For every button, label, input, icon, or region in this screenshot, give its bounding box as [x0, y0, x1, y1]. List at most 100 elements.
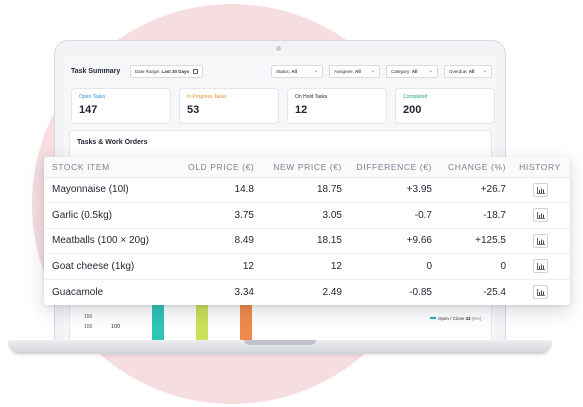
- stock-item-cell: Mayonnaise (10l): [44, 177, 184, 203]
- history-button[interactable]: [532, 233, 548, 248]
- history-cell: [510, 177, 570, 203]
- kpi-label: On Hold Tasks: [295, 94, 328, 100]
- filter-value: All: [411, 69, 418, 74]
- table-row: Garlic (0.5kg) 3.75 3.05 -0.7 -18.7: [44, 202, 570, 229]
- history-button[interactable]: [532, 208, 548, 223]
- stock-item-cell: Meatballs (100 × 20g): [44, 228, 184, 254]
- category-filter[interactable]: Category: All ⌄: [386, 65, 438, 78]
- change-cell: +26.7: [436, 177, 510, 203]
- chart-bar: [196, 300, 208, 344]
- chart-bar: [240, 303, 252, 344]
- date-range-value: Last 30 Days: [161, 69, 190, 74]
- history-cell: [510, 279, 570, 305]
- pie-legend: Open / Close 43 (9%): [430, 316, 481, 321]
- kpi-label: Open Tasks: [79, 94, 106, 100]
- dashboard-header: Task Summary Date Range: Last 30 Days St…: [64, 56, 496, 86]
- kpi-value: 53: [187, 104, 200, 116]
- kpi-in-progress-tasks[interactable]: In Progress Tasks 53: [179, 88, 279, 124]
- bar-chart-icon: [536, 263, 545, 271]
- table-row: Guacamole 3.34 2.49 -0.85 -25.4: [44, 279, 570, 305]
- chevron-down-icon: ⌄: [313, 68, 318, 74]
- history-cell: [510, 253, 570, 280]
- difference-cell: -0.7: [346, 202, 436, 229]
- legend-swatch: [430, 317, 436, 319]
- filter-value: All: [355, 69, 361, 74]
- table-row: Meatballs (100 × 20g) 8.49 18.15 +9.66 +…: [44, 228, 570, 254]
- old-price-cell: 14.8: [184, 177, 258, 203]
- section-title: Tasks & Work Orders: [77, 139, 148, 146]
- column-header-change[interactable]: CHANGE (%): [436, 157, 510, 178]
- bar-chart-icon: [536, 237, 545, 245]
- filter-label: Assignee:: [334, 69, 354, 74]
- new-price-cell: 18.75: [258, 177, 346, 203]
- status-filter[interactable]: Status: All ⌄: [271, 65, 323, 78]
- legend-value: 43: [465, 316, 471, 321]
- history-cell: [510, 228, 570, 254]
- filter-value: All: [291, 69, 298, 74]
- price-change-card: STOCK ITEM OLD PRICE (€) NEW PRICE (€) D…: [44, 157, 570, 305]
- difference-cell: -0.85: [409, 286, 432, 298]
- stock-item-cell: Goat cheese (1kg): [44, 253, 184, 280]
- column-header-old-price[interactable]: OLD PRICE (€): [184, 157, 258, 178]
- column-header-history: HISTORY: [510, 157, 570, 178]
- column-header-new-price[interactable]: NEW PRICE (€): [258, 157, 346, 178]
- new-price-cell: 12: [258, 253, 346, 280]
- filter-label: Status:: [276, 69, 291, 74]
- price-table: STOCK ITEM OLD PRICE (€) NEW PRICE (€) D…: [44, 157, 570, 305]
- column-header-stock-item[interactable]: STOCK ITEM: [44, 157, 184, 178]
- overdue-filter[interactable]: Overdue: All ⌄: [444, 65, 492, 78]
- kpi-value: 200: [403, 104, 422, 116]
- stock-item-cell: Garlic (0.5kg): [44, 202, 184, 229]
- chevron-down-icon: ⌄: [428, 68, 433, 74]
- change-cell: 0: [436, 253, 510, 280]
- chart-tick: 150: [84, 314, 93, 320]
- filter-label: Category:: [391, 69, 411, 74]
- chart-tick: 100: [84, 324, 93, 330]
- filter-value: All: [468, 69, 475, 74]
- change-cell: -18.7: [436, 202, 510, 229]
- table-row: Mayonnaise (10l) 14.8 18.75 +3.95 +26.7: [44, 177, 570, 203]
- bar-chart: [152, 296, 272, 344]
- calendar-icon: [193, 68, 199, 74]
- kpi-completed[interactable]: Completed 200: [395, 88, 495, 124]
- table-row: Goat cheese (1kg) 12 12 0 0: [44, 253, 570, 280]
- history-button[interactable]: [532, 285, 548, 299]
- difference-cell: +3.95: [346, 177, 436, 203]
- new-price-cell: 3.05: [258, 202, 346, 229]
- bar-chart-icon: [536, 212, 545, 220]
- chevron-down-icon: ⌄: [370, 68, 375, 74]
- kpi-on-hold-tasks[interactable]: On Hold Tasks 12: [287, 88, 387, 124]
- old-price-cell: 3.34: [234, 286, 254, 298]
- difference-cell: +9.66: [346, 228, 436, 254]
- change-cell: -25.4: [483, 286, 506, 298]
- laptop-notch: [244, 340, 316, 345]
- bar-chart-icon: [536, 186, 545, 194]
- change-cell: +125.5: [436, 228, 510, 254]
- old-price-cell: 3.75: [184, 202, 258, 229]
- page-title: Task Summary: [71, 68, 121, 75]
- bar-value-label: 100: [111, 324, 121, 330]
- history-button[interactable]: [532, 259, 548, 274]
- difference-cell: 0: [346, 253, 436, 280]
- new-price-cell: 18.15: [258, 228, 346, 254]
- kpi-value: 12: [295, 104, 308, 116]
- assignee-filter[interactable]: Assignee: All ⌄: [329, 65, 380, 78]
- bar-chart-icon: [536, 289, 545, 296]
- kpi-label: Completed: [403, 94, 428, 100]
- old-price-cell: 8.49: [184, 228, 258, 254]
- legend-percent: (9%): [471, 316, 482, 321]
- new-price-cell: 2.49: [322, 286, 342, 298]
- date-range-picker[interactable]: Date Range: Last 30 Days: [130, 65, 204, 78]
- history-button[interactable]: [532, 182, 548, 197]
- chart-bar: [152, 296, 164, 344]
- kpi-value: 147: [79, 104, 98, 116]
- filter-label: Overdue:: [449, 69, 468, 74]
- table-header-row: STOCK ITEM OLD PRICE (€) NEW PRICE (€) D…: [44, 157, 570, 178]
- laptop-base: [8, 340, 552, 354]
- kpi-label: In Progress Tasks: [187, 94, 227, 100]
- chevron-down-icon: ⌄: [482, 68, 487, 74]
- column-header-difference[interactable]: DIFFERENCE (€): [346, 157, 436, 178]
- legend-label: Open / Close: [438, 316, 465, 321]
- kpi-open-tasks[interactable]: Open Tasks 147: [71, 88, 171, 124]
- stock-item-cell: Guacamole: [52, 286, 104, 298]
